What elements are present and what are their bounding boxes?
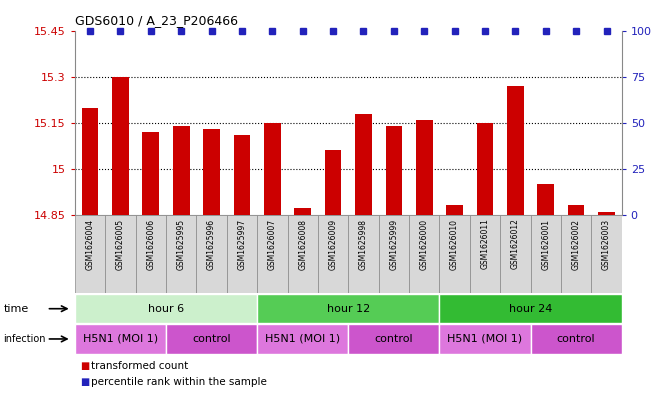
FancyBboxPatch shape: [257, 294, 439, 323]
FancyBboxPatch shape: [348, 324, 439, 354]
Bar: [112, 77, 129, 215]
Text: ■: ■: [80, 377, 89, 387]
Bar: [385, 126, 402, 215]
Text: infection: infection: [3, 334, 46, 344]
FancyBboxPatch shape: [439, 324, 531, 354]
Text: GSM1626009: GSM1626009: [329, 219, 338, 270]
Bar: [477, 123, 493, 215]
Text: hour 24: hour 24: [509, 304, 552, 314]
FancyBboxPatch shape: [531, 324, 622, 354]
Text: GSM1625998: GSM1625998: [359, 219, 368, 270]
Bar: [264, 123, 281, 215]
Text: control: control: [557, 334, 596, 344]
Text: GSM1625999: GSM1625999: [389, 219, 398, 270]
Text: GSM1625996: GSM1625996: [207, 219, 216, 270]
FancyBboxPatch shape: [75, 215, 105, 293]
Bar: [143, 132, 159, 215]
Text: GSM1626006: GSM1626006: [146, 219, 156, 270]
Bar: [82, 108, 98, 215]
FancyBboxPatch shape: [166, 324, 257, 354]
Text: GSM1626007: GSM1626007: [268, 219, 277, 270]
FancyBboxPatch shape: [75, 294, 257, 323]
Text: H5N1 (MOI 1): H5N1 (MOI 1): [265, 334, 340, 344]
Text: H5N1 (MOI 1): H5N1 (MOI 1): [83, 334, 158, 344]
Text: GSM1626008: GSM1626008: [298, 219, 307, 270]
Text: GSM1626012: GSM1626012: [511, 219, 520, 269]
FancyBboxPatch shape: [379, 215, 409, 293]
FancyBboxPatch shape: [531, 215, 561, 293]
Bar: [294, 208, 311, 215]
FancyBboxPatch shape: [470, 215, 500, 293]
FancyBboxPatch shape: [197, 215, 227, 293]
FancyBboxPatch shape: [409, 215, 439, 293]
Text: GSM1626004: GSM1626004: [85, 219, 94, 270]
Text: H5N1 (MOI 1): H5N1 (MOI 1): [447, 334, 523, 344]
Bar: [598, 211, 615, 215]
Text: hour 6: hour 6: [148, 304, 184, 314]
Text: transformed count: transformed count: [91, 361, 188, 371]
Bar: [325, 151, 341, 215]
Text: GDS6010 / A_23_P206466: GDS6010 / A_23_P206466: [75, 15, 238, 28]
Text: GSM1626000: GSM1626000: [420, 219, 429, 270]
Bar: [355, 114, 372, 215]
FancyBboxPatch shape: [591, 215, 622, 293]
Text: time: time: [3, 304, 29, 314]
FancyBboxPatch shape: [105, 215, 135, 293]
Text: GSM1625997: GSM1625997: [238, 219, 247, 270]
Bar: [234, 135, 250, 215]
Text: ■: ■: [80, 361, 89, 371]
Text: GSM1626005: GSM1626005: [116, 219, 125, 270]
Text: GSM1626011: GSM1626011: [480, 219, 490, 269]
Text: GSM1626002: GSM1626002: [572, 219, 581, 270]
FancyBboxPatch shape: [348, 215, 379, 293]
Bar: [568, 206, 585, 215]
FancyBboxPatch shape: [166, 215, 197, 293]
Text: control: control: [374, 334, 413, 344]
Text: control: control: [192, 334, 231, 344]
Bar: [537, 184, 554, 215]
FancyBboxPatch shape: [135, 215, 166, 293]
Text: GSM1626003: GSM1626003: [602, 219, 611, 270]
Text: percentile rank within the sample: percentile rank within the sample: [91, 377, 267, 387]
FancyBboxPatch shape: [318, 215, 348, 293]
FancyBboxPatch shape: [75, 324, 166, 354]
FancyBboxPatch shape: [257, 215, 288, 293]
Text: GSM1626010: GSM1626010: [450, 219, 459, 270]
FancyBboxPatch shape: [288, 215, 318, 293]
FancyBboxPatch shape: [257, 324, 348, 354]
Bar: [203, 129, 220, 215]
Bar: [446, 206, 463, 215]
Text: GSM1626001: GSM1626001: [541, 219, 550, 270]
FancyBboxPatch shape: [561, 215, 591, 293]
Bar: [507, 86, 523, 215]
Text: hour 12: hour 12: [327, 304, 370, 314]
Text: GSM1625995: GSM1625995: [176, 219, 186, 270]
FancyBboxPatch shape: [439, 294, 622, 323]
FancyBboxPatch shape: [500, 215, 531, 293]
Bar: [416, 120, 432, 215]
Bar: [173, 126, 189, 215]
FancyBboxPatch shape: [227, 215, 257, 293]
FancyBboxPatch shape: [439, 215, 470, 293]
